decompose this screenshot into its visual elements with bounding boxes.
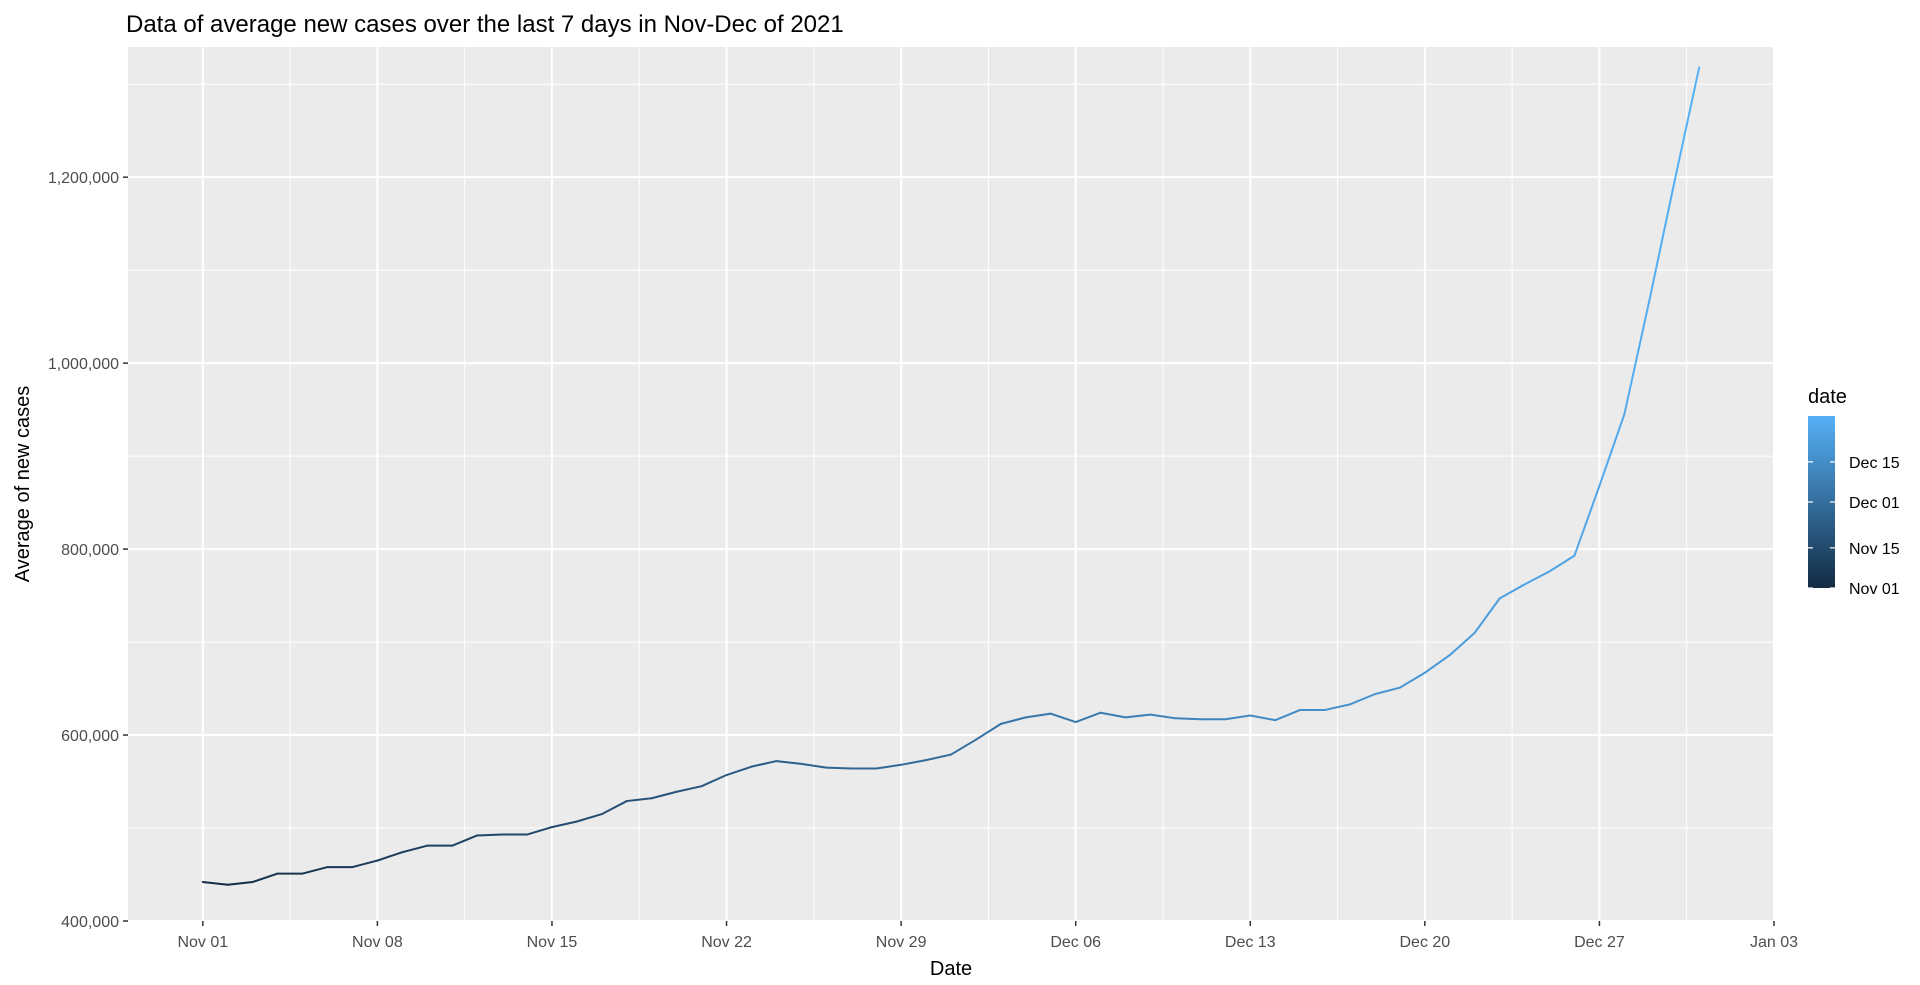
line-segment <box>1673 66 1701 184</box>
x-tick-label: Nov 08 <box>352 934 403 951</box>
x-tick-label: Nov 15 <box>527 934 578 951</box>
line-segment <box>351 859 379 869</box>
line-segment <box>1174 717 1202 721</box>
line-segment <box>800 762 828 769</box>
y-tick-label: 1,200,000 <box>48 170 119 187</box>
line-segment <box>1224 714 1252 721</box>
line-segment <box>974 722 1002 741</box>
line-segment <box>1324 703 1352 711</box>
x-tick-label: Dec 06 <box>1050 934 1101 951</box>
legend-label: Dec 01 <box>1849 495 1900 512</box>
line-segment <box>1099 711 1127 719</box>
x-tick-label: Dec 27 <box>1574 934 1625 951</box>
line-segment <box>925 753 952 762</box>
legend-title: date <box>1808 386 1847 408</box>
line-segment <box>575 813 603 823</box>
line-segment <box>1274 708 1302 722</box>
line-segment <box>1573 484 1601 557</box>
x-tick-label: Nov 01 <box>177 934 228 951</box>
line-segment <box>999 716 1027 725</box>
line-segment <box>201 880 229 886</box>
legend-label: Nov 15 <box>1849 541 1900 558</box>
line-segment <box>900 759 928 766</box>
line-segment <box>1398 671 1426 689</box>
line-segment <box>875 763 903 770</box>
chart-title: Data of average new cases over the last … <box>126 11 844 38</box>
line-segment <box>1598 413 1626 487</box>
line-segment <box>725 765 753 777</box>
line-segment <box>625 797 653 803</box>
x-tick-label: Dec 13 <box>1225 934 1276 951</box>
y-axis-title: Average of new cases <box>12 386 34 582</box>
line-segment <box>1523 570 1551 586</box>
y-axis: 400,000 600,000 800,000 1,000,000 1,200,000 <box>48 170 128 931</box>
y-tick-label: 400,000 <box>61 914 119 931</box>
x-tick-label: Nov 29 <box>876 934 927 951</box>
line-segment <box>1473 597 1501 634</box>
line-segment <box>600 800 628 816</box>
color-legend: date Dec 15 Dec 01 Nov 15 Nov 01 <box>1808 386 1900 598</box>
y-tick-label: 1,000,000 <box>48 356 119 373</box>
line-segment <box>700 774 728 788</box>
line-segment <box>1623 299 1651 416</box>
legend-label: Nov 01 <box>1849 581 1900 598</box>
line-segment <box>376 851 404 862</box>
y-tick-label: 800,000 <box>61 542 119 559</box>
line-segment <box>950 738 977 756</box>
line-segment <box>675 785 703 793</box>
line-segment <box>1149 713 1177 720</box>
line-segment <box>1548 554 1576 573</box>
line-segment <box>451 834 479 847</box>
line-segment <box>1024 712 1052 719</box>
line-segment <box>1049 712 1077 724</box>
line-segment <box>1448 631 1476 657</box>
line-segment <box>825 766 853 770</box>
legend-ticks: Dec 15 Dec 01 Nov 15 Nov 01 <box>1808 455 1900 598</box>
line-segment <box>750 760 778 768</box>
line-segment <box>650 790 678 800</box>
line-segment <box>1124 713 1152 719</box>
line-segment <box>550 820 578 829</box>
x-axis: Nov 01 Nov 08 Nov 15 Nov 22 Nov 29 Dec 06 Dec … <box>177 921 1798 951</box>
series-line <box>201 66 1701 886</box>
line-segment <box>226 880 254 886</box>
plot-panel <box>128 47 1774 921</box>
line-segment <box>775 760 803 765</box>
line-segment <box>526 826 553 836</box>
line-segment <box>301 866 329 875</box>
line-segment <box>1498 583 1526 600</box>
x-tick-label: Dec 20 <box>1399 934 1450 951</box>
legend-label: Dec 15 <box>1849 455 1900 472</box>
line-segment <box>1648 181 1676 302</box>
x-tick-label: Nov 22 <box>701 934 752 951</box>
line-segment <box>251 872 279 883</box>
line-segment <box>476 833 504 837</box>
line-segment <box>1074 711 1102 724</box>
line-segment <box>1373 686 1401 696</box>
line-segment <box>401 844 429 854</box>
line-segment <box>1423 654 1451 674</box>
line-segment <box>1349 693 1376 706</box>
x-tick-label: Jan 03 <box>1750 934 1798 951</box>
minor-gridlines <box>128 47 1774 921</box>
x-axis-title: Date <box>930 958 972 980</box>
line-segment <box>1249 714 1277 722</box>
y-tick-label: 600,000 <box>61 728 119 745</box>
